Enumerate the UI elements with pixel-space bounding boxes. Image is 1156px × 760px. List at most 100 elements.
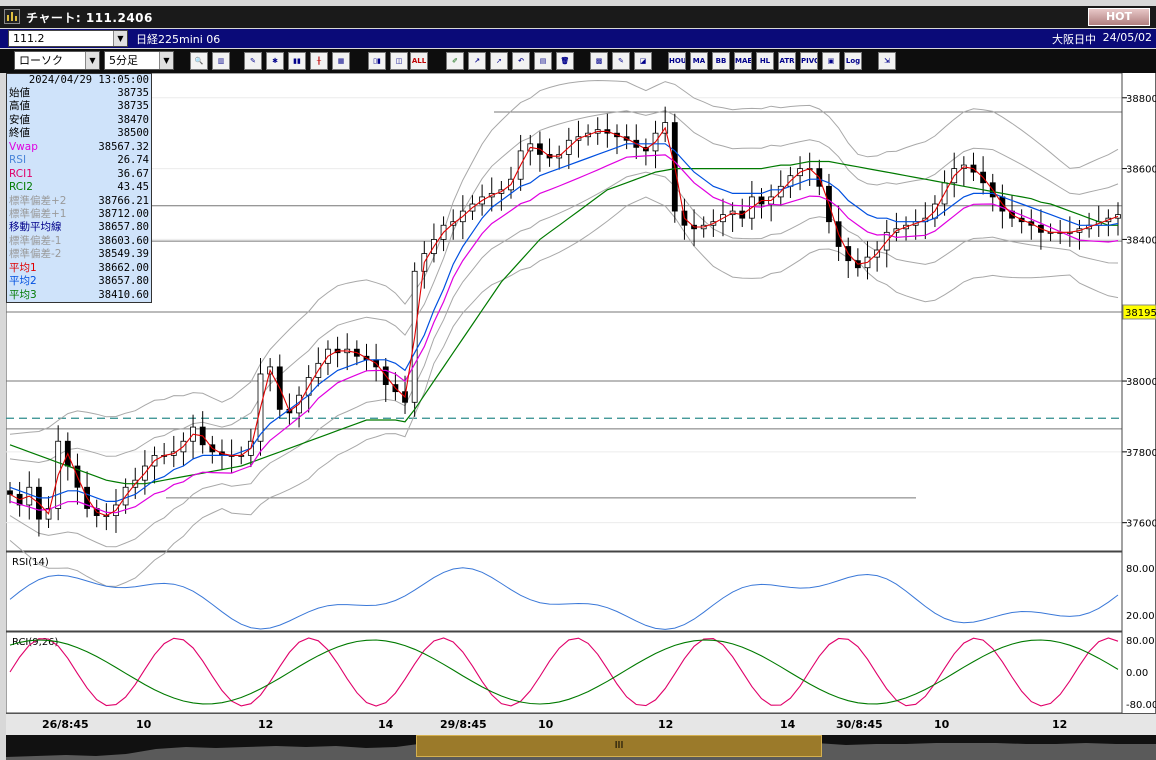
rci-axis-label: 80.00	[1126, 636, 1155, 647]
info-label: 高値	[9, 100, 30, 113]
bars-icon[interactable]: ▥	[212, 52, 230, 70]
time-axis-label: 26/8:45	[42, 718, 89, 731]
info-label: 始値	[9, 87, 30, 99]
info-row: 安値 38470	[7, 114, 151, 127]
ohlc-info-panel: 2024/04/29 13:05:00 始値 38735 高値 38735 安値 3847…	[6, 73, 152, 303]
info-label: 安値	[9, 113, 30, 126]
vwap-line	[9, 154, 1119, 514]
rsi-title: RSI(14)	[12, 557, 49, 568]
info-label: 平均3	[9, 288, 37, 301]
ma1-line	[9, 126, 1119, 517]
info-datetime: 2024/04/29 13:05:00	[28, 74, 149, 86]
app-chart-icon	[4, 9, 20, 24]
info-label: 平均2	[9, 275, 37, 288]
info-label: 終値	[9, 127, 30, 140]
export-icon[interactable]: ⇲	[878, 52, 896, 70]
chart-type-value: ローソク	[19, 54, 63, 67]
info-label: 平均1	[9, 261, 37, 274]
info-value: 38712.00	[98, 207, 149, 220]
frame-icon[interactable]: ▣	[822, 52, 840, 70]
chevron-down-icon[interactable]: ▼	[85, 52, 99, 69]
candle-body	[7, 490, 13, 495]
candle-pair-icon[interactable]: ▯▮	[368, 52, 386, 70]
time-axis-label: 10	[934, 718, 950, 731]
ma2-line	[9, 143, 1119, 502]
hour-icon[interactable]: HOUR	[668, 52, 686, 70]
info-row: 平均3 38410.60	[7, 289, 151, 302]
rsi-axis-label: 80.00	[1126, 564, 1155, 575]
info-label: RSI	[9, 154, 27, 167]
std-dev-band	[9, 196, 1119, 587]
symbol-bar: 111.2 ▼ 日経225mini 06 大阪日中 24/05/02	[0, 29, 1156, 48]
info-row: 平均2 38657.80	[7, 275, 151, 288]
price-axis-label: 37600	[1126, 519, 1156, 530]
info-label: 標準偏差+2	[9, 194, 67, 207]
log-icon[interactable]: Log	[844, 52, 862, 70]
hl-icon[interactable]: HL	[756, 52, 774, 70]
ma-icon[interactable]: MA	[690, 52, 708, 70]
time-axis-label: 29/8:45	[440, 718, 487, 731]
info-label: Vwap	[9, 140, 38, 153]
market-session: 大阪日中	[1052, 33, 1096, 46]
hot-button[interactable]: HOT	[1088, 8, 1150, 26]
rsi-line	[9, 567, 1119, 630]
bb-icon[interactable]: BB	[712, 52, 730, 70]
rci-axis-label: -80.00	[1126, 700, 1156, 711]
title-bar[interactable]: チャート: 111.2406 HOT	[0, 6, 1156, 28]
info-label: RCI2	[9, 181, 33, 194]
chart-type-select[interactable]: ローソク ▼	[14, 51, 100, 70]
info-label: 移動平均線	[9, 221, 62, 234]
cursor-icon[interactable]: ➚	[490, 52, 508, 70]
info-value: 38735	[117, 87, 149, 99]
info-value: 38567.32	[98, 140, 149, 153]
info-value: 26.74	[117, 154, 149, 167]
info-value: 38549.39	[98, 248, 149, 261]
scrollbar-thumb[interactable]: III	[416, 735, 822, 757]
symbol-code-select[interactable]: 111.2 ▼	[8, 30, 128, 47]
current-price-label: 38195	[1125, 308, 1156, 319]
price-chart-svg[interactable]: 38800 38600 38400 38195 38000 37800 37600 RSI(1…	[6, 73, 1156, 713]
undo-icon[interactable]: ↶	[512, 52, 530, 70]
info-value: 38500	[117, 127, 149, 140]
atr-icon[interactable]: ATR	[778, 52, 796, 70]
candle-single-icon[interactable]: ◫	[390, 52, 408, 70]
chart-area[interactable]: 38800 38600 38400 38195 38000 37800 37600 RSI(1…	[6, 73, 1156, 713]
chevron-down-icon[interactable]: ▼	[113, 31, 127, 46]
price-axis-label: 38800	[1126, 94, 1156, 105]
time-scrollbar[interactable]: III	[6, 735, 1156, 760]
bug-icon[interactable]: ✱	[266, 52, 284, 70]
rci2-line	[9, 639, 1119, 705]
candle-icon[interactable]: ╂	[310, 52, 328, 70]
interval-value: 5分足	[109, 54, 138, 67]
info-value: 38657.80	[98, 275, 149, 288]
info-value: 38766.21	[98, 194, 149, 207]
time-axis-label: 12	[1052, 718, 1068, 731]
all-icon[interactable]: ALL	[410, 52, 428, 70]
toolbar: ローソク ▼ 5分足 ▼ 🔍▥✎✱▮▮╂▦▯▮◫ALL✐↗➚↶▤🗑▩✎◪HOUR…	[0, 49, 1156, 73]
interval-select[interactable]: 5分足 ▼	[104, 51, 174, 70]
current-price-badge	[1122, 304, 1156, 320]
trendline-icon[interactable]: ↗	[468, 52, 486, 70]
zoom-icon[interactable]: 🔍	[190, 52, 208, 70]
chevron-down-icon[interactable]: ▼	[159, 52, 173, 69]
mae-icon[interactable]: MAE	[734, 52, 752, 70]
gray-icon[interactable]: ▦	[332, 52, 350, 70]
info-label: 標準偏差-2	[9, 248, 62, 261]
pattern-icon[interactable]: ▩	[590, 52, 608, 70]
eraser-icon[interactable]: ✎	[244, 52, 262, 70]
time-axis-label: 12	[658, 718, 674, 731]
info-value: 38470	[117, 113, 149, 126]
bar-chart-icon[interactable]: ▮▮	[288, 52, 306, 70]
info-label: RCI1	[9, 167, 33, 180]
pencil-icon[interactable]: ✐	[446, 52, 464, 70]
info-row: 高値 38735	[7, 100, 151, 113]
info-row: RCI2 43.45	[7, 181, 151, 194]
symbol-code-value: 111.2	[13, 32, 45, 45]
info-row: 平均1 38662.00	[7, 262, 151, 275]
trash-icon[interactable]: 🗑	[556, 52, 574, 70]
list-icon[interactable]: ▤	[534, 52, 552, 70]
palette-icon[interactable]: ✎	[612, 52, 630, 70]
rainbow-icon[interactable]: ◪	[634, 52, 652, 70]
info-value: 38657.80	[98, 221, 149, 234]
pivot-icon[interactable]: PIVOT	[800, 52, 818, 70]
